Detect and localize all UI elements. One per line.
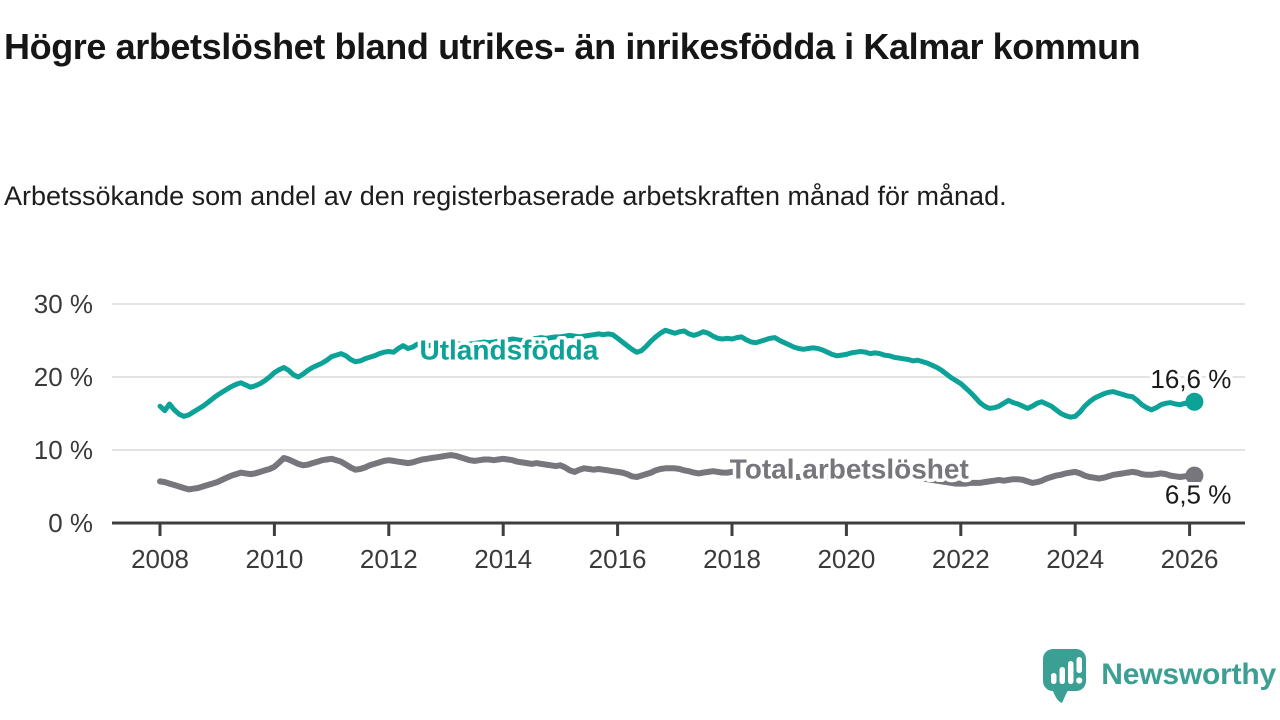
newsworthy-logo-icon xyxy=(1043,649,1087,703)
x-tick-label: 2016 xyxy=(589,544,647,574)
y-tick-label: 0 % xyxy=(48,508,93,538)
bar-chart-icon xyxy=(1051,657,1083,684)
series-end-dot xyxy=(1185,392,1204,411)
x-tick-label: 2022 xyxy=(932,544,990,574)
x-tick-label: 2010 xyxy=(245,544,303,574)
series-label: Total arbetslöshet xyxy=(730,453,969,484)
x-tick-label: 2020 xyxy=(817,544,875,574)
page-title: Högre arbetslöshet bland utrikes- än inr… xyxy=(4,26,1141,67)
x-tick-label: 2024 xyxy=(1046,544,1104,574)
series-end-label: 6,5 % xyxy=(1165,480,1232,510)
brand-wordmark: Newsworthy xyxy=(1101,658,1276,691)
brand-logo: Newsworthy xyxy=(1041,646,1276,704)
series-label: Utlandsfödda xyxy=(419,334,598,365)
chart-subtitle: Arbetssökande som andel av den registerb… xyxy=(4,181,1007,211)
series-line-total-arbetsl-shet xyxy=(157,452,1198,493)
y-tick-label: 10 % xyxy=(34,435,93,465)
series-end-label: 16,6 % xyxy=(1150,364,1231,394)
y-tick-label: 20 % xyxy=(34,362,93,392)
x-tick-label: 2018 xyxy=(703,544,761,574)
x-tick-label: 2008 xyxy=(131,544,189,574)
x-tick-label: 2026 xyxy=(1161,544,1219,574)
y-tick-label: 30 % xyxy=(34,289,93,319)
series-line-utlandsf-dda xyxy=(157,327,1197,420)
x-tick-label: 2012 xyxy=(360,544,418,574)
x-tick-label: 2014 xyxy=(474,544,532,574)
series-end-dot xyxy=(1185,466,1204,485)
